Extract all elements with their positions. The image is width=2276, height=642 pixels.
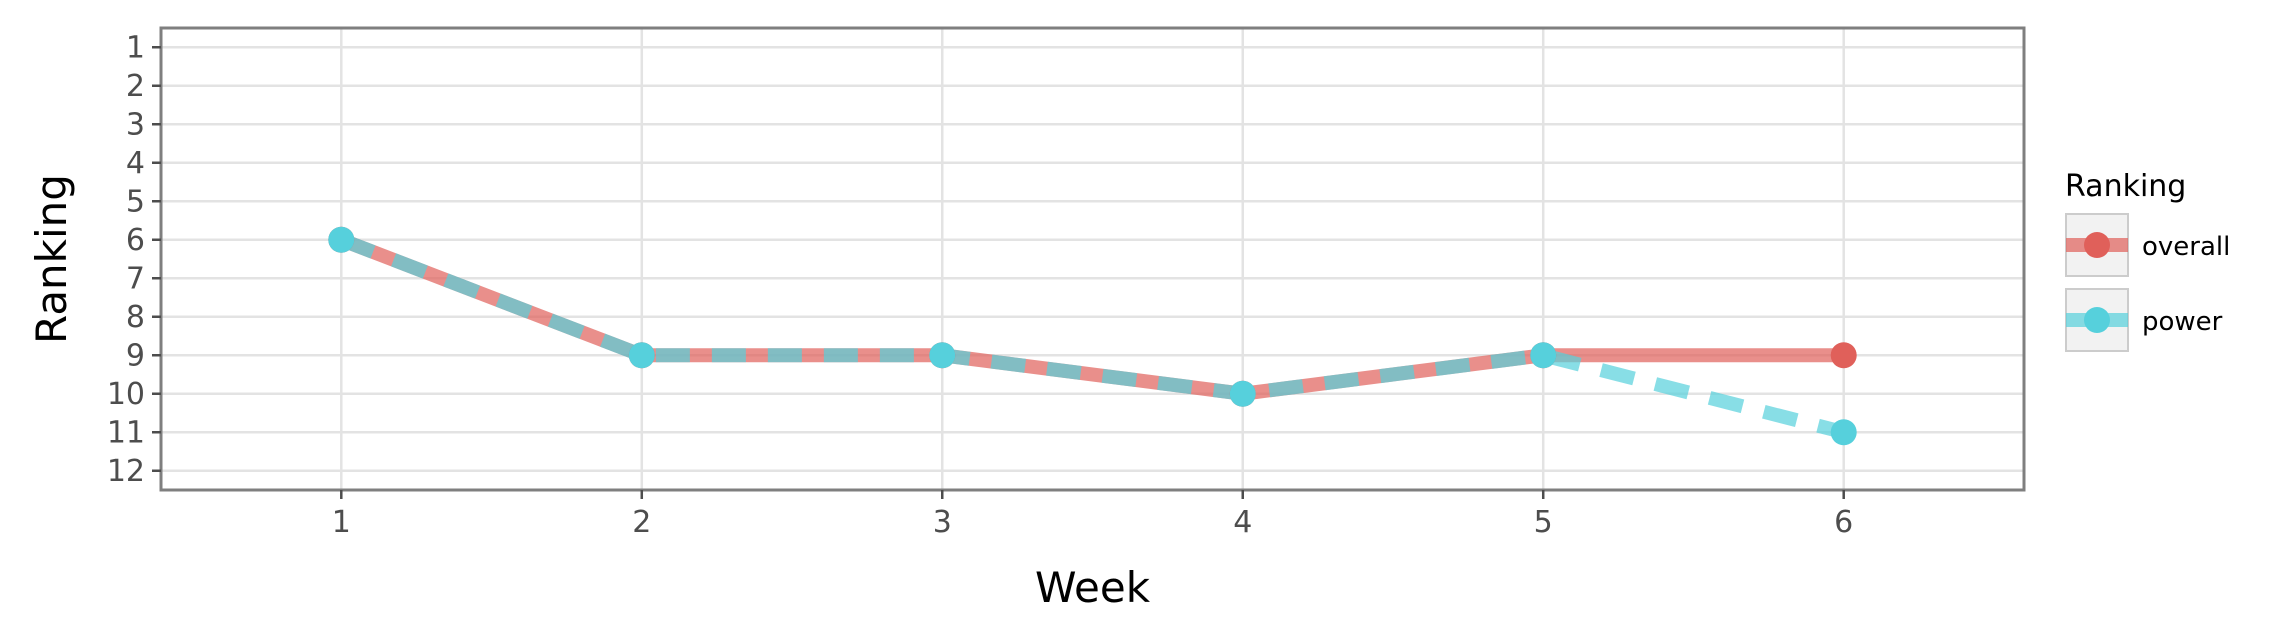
series-point-overall	[1830, 342, 1857, 369]
legend-label: power	[2142, 307, 2223, 337]
x-tick-label: 4	[1233, 505, 1252, 540]
y-tick-label: 2	[126, 69, 145, 104]
y-tick-label: 1	[126, 30, 145, 65]
x-axis-title: Week	[1035, 563, 1151, 612]
y-tick-label: 3	[126, 107, 145, 142]
series-point-power	[628, 342, 655, 369]
y-tick-label: 6	[126, 223, 145, 258]
legend-key-point	[2084, 232, 2110, 258]
axis-ticks	[152, 46, 1845, 499]
series-point-power	[1530, 342, 1557, 369]
series-layer	[328, 226, 1857, 446]
plot-panel-border	[159, 26, 2026, 492]
x-tick-label: 1	[332, 505, 351, 540]
legend-item-power: power	[2065, 288, 2223, 352]
y-tick-label: 7	[126, 261, 145, 296]
series-line-overall	[338, 233, 1844, 401]
legend-key-point	[2084, 307, 2110, 333]
x-tick-label: 6	[1834, 505, 1853, 540]
y-tick-label: 9	[126, 338, 145, 373]
series-point-power	[1229, 380, 1256, 407]
y-tick-label: 4	[126, 146, 145, 181]
series-line-power	[338, 233, 1846, 440]
x-tick-labels: 1 2 3 4 5 6	[332, 505, 1854, 540]
grid-lines	[161, 28, 2024, 490]
y-tick-label: 12	[107, 454, 145, 489]
y-tick-label: 10	[107, 377, 145, 412]
series-point-power	[1830, 419, 1857, 446]
series-point-power	[328, 226, 355, 253]
y-tick-label: 5	[126, 184, 145, 219]
legend-label: overall	[2142, 232, 2230, 262]
x-tick-label: 2	[632, 505, 651, 540]
x-tick-label: 5	[1534, 505, 1553, 540]
y-axis-title: Ranking	[27, 174, 76, 344]
legend: Ranking overall power	[2065, 169, 2230, 352]
series-point-power	[929, 342, 956, 369]
y-tick-label: 11	[107, 415, 145, 450]
x-tick-label: 3	[933, 505, 952, 540]
legend-title: Ranking	[2065, 169, 2186, 204]
y-tick-label: 8	[126, 300, 145, 335]
legend-item-overall: overall	[2065, 213, 2230, 277]
